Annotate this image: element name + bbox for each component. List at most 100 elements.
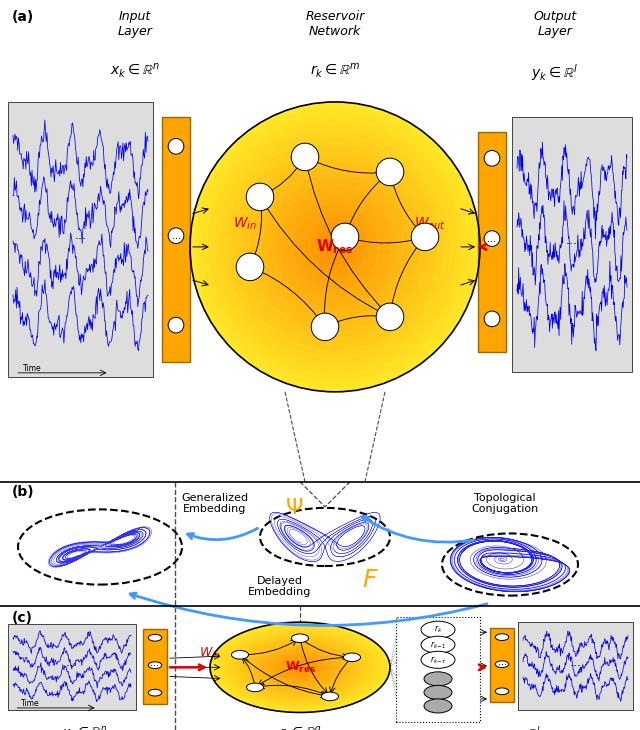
Circle shape xyxy=(495,634,509,640)
Circle shape xyxy=(344,653,360,661)
Circle shape xyxy=(208,120,462,374)
Circle shape xyxy=(246,183,274,211)
Circle shape xyxy=(269,180,401,313)
Text: Output
Layer: Output Layer xyxy=(533,10,577,38)
Circle shape xyxy=(232,650,248,659)
Circle shape xyxy=(278,656,323,679)
Circle shape xyxy=(421,637,455,653)
Circle shape xyxy=(236,635,364,699)
Circle shape xyxy=(210,622,390,712)
Circle shape xyxy=(148,662,162,669)
Text: $\mathit{y}_k \subset \mathbb{R}^l$: $\mathit{y}_k \subset \mathbb{R}^l$ xyxy=(499,725,541,730)
Circle shape xyxy=(257,169,413,326)
Circle shape xyxy=(266,650,333,684)
Circle shape xyxy=(329,241,341,253)
Text: $W_{out}$: $W_{out}$ xyxy=(445,646,474,661)
FancyBboxPatch shape xyxy=(490,629,514,702)
Text: $\mathit{x}_k \in \mathbb{R}^n$: $\mathit{x}_k \in \mathbb{R}^n$ xyxy=(110,62,160,80)
Circle shape xyxy=(148,689,162,696)
Circle shape xyxy=(252,643,349,692)
Text: ···: ··· xyxy=(172,234,180,245)
FancyBboxPatch shape xyxy=(512,117,632,372)
Circle shape xyxy=(259,647,341,688)
Circle shape xyxy=(274,654,326,680)
Text: $F$: $F$ xyxy=(362,568,379,592)
Circle shape xyxy=(281,658,319,677)
Text: $\mathit{y}_k \in \mathbb{R}^l$: $\mathit{y}_k \in \mathbb{R}^l$ xyxy=(531,62,579,83)
Text: $r_{k\!-\!1}$: $r_{k\!-\!1}$ xyxy=(430,639,446,650)
Text: $\mathit{x}_k \in \mathbb{R}^n$: $\mathit{x}_k \in \mathbb{R}^n$ xyxy=(62,725,108,730)
Circle shape xyxy=(421,621,455,638)
Circle shape xyxy=(214,126,456,368)
Circle shape xyxy=(495,661,509,667)
Text: $\mathit{r}_k \in \mathbb{R}^m$: $\mathit{r}_k \in \mathbb{R}^m$ xyxy=(310,62,360,80)
Text: ···: ··· xyxy=(74,233,86,246)
Text: Topological
Conjugation: Topological Conjugation xyxy=(472,493,539,515)
Circle shape xyxy=(148,634,162,641)
Text: (a): (a) xyxy=(12,10,35,24)
Circle shape xyxy=(232,634,367,702)
Text: Generalized
Embedding: Generalized Embedding xyxy=(181,493,248,515)
Circle shape xyxy=(246,683,264,691)
Circle shape xyxy=(221,628,379,707)
Circle shape xyxy=(291,143,319,171)
Circle shape xyxy=(424,699,452,713)
Circle shape xyxy=(232,145,438,350)
Text: Time: Time xyxy=(20,699,40,708)
Circle shape xyxy=(376,303,404,331)
Circle shape xyxy=(225,630,375,705)
FancyBboxPatch shape xyxy=(8,623,136,710)
Text: (b): (b) xyxy=(12,485,35,499)
Circle shape xyxy=(270,653,330,683)
Circle shape xyxy=(376,158,404,185)
Text: Reservoir
Network: Reservoir Network xyxy=(305,10,365,38)
Text: $\mathbf{W}_\mathbf{res}$: $\mathbf{W}_\mathbf{res}$ xyxy=(285,660,316,675)
Circle shape xyxy=(168,318,184,333)
Circle shape xyxy=(250,162,420,331)
Text: $W_{in}$: $W_{in}$ xyxy=(199,646,221,661)
Text: $\Psi$: $\Psi$ xyxy=(285,498,303,518)
Text: $W_{in}$: $W_{in}$ xyxy=(233,215,257,232)
Circle shape xyxy=(317,228,353,265)
Text: ···: ··· xyxy=(497,661,506,670)
Circle shape xyxy=(240,637,360,697)
FancyBboxPatch shape xyxy=(518,622,633,710)
Circle shape xyxy=(323,235,347,259)
Text: $\mathbf{W}_\mathbf{res}$: $\mathbf{W}_\mathbf{res}$ xyxy=(316,237,354,256)
Circle shape xyxy=(495,688,509,695)
Circle shape xyxy=(218,626,383,709)
Circle shape xyxy=(287,199,383,295)
Text: $r_{k\!-\!\tau}$: $r_{k\!-\!\tau}$ xyxy=(430,654,446,666)
Circle shape xyxy=(220,132,450,361)
Circle shape xyxy=(196,108,474,385)
Circle shape xyxy=(292,204,378,289)
Circle shape xyxy=(190,102,480,392)
Circle shape xyxy=(236,253,264,280)
Text: Input
Layer: Input Layer xyxy=(118,10,152,38)
FancyBboxPatch shape xyxy=(396,617,480,722)
Circle shape xyxy=(412,223,439,250)
Circle shape xyxy=(305,217,365,277)
Text: ···: ··· xyxy=(570,660,582,672)
Circle shape xyxy=(244,639,356,696)
Circle shape xyxy=(299,211,371,283)
Circle shape xyxy=(291,634,308,642)
Circle shape xyxy=(321,692,339,701)
Circle shape xyxy=(421,651,455,669)
Circle shape xyxy=(255,645,345,690)
FancyBboxPatch shape xyxy=(143,629,167,704)
Circle shape xyxy=(296,666,304,669)
Circle shape xyxy=(484,311,500,327)
Circle shape xyxy=(424,685,452,699)
Circle shape xyxy=(227,138,444,356)
Circle shape xyxy=(311,223,359,271)
Text: ···: ··· xyxy=(488,237,497,247)
Text: ···: ··· xyxy=(566,238,578,251)
Text: (c): (c) xyxy=(12,611,33,625)
FancyBboxPatch shape xyxy=(8,102,153,377)
Circle shape xyxy=(311,313,339,341)
Circle shape xyxy=(484,231,500,247)
Circle shape xyxy=(285,660,315,675)
Circle shape xyxy=(244,156,426,337)
Circle shape xyxy=(280,193,389,301)
